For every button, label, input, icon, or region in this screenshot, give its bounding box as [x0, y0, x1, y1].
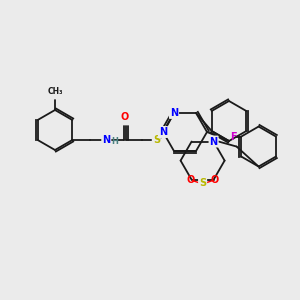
- Text: O: O: [187, 175, 195, 184]
- Text: N: N: [209, 136, 218, 146]
- Text: S: S: [153, 135, 160, 145]
- Text: S: S: [199, 178, 206, 188]
- Text: F: F: [230, 131, 237, 142]
- Text: O: O: [120, 112, 128, 122]
- Text: CH₃: CH₃: [47, 87, 63, 96]
- Text: N: N: [159, 127, 167, 137]
- Text: H: H: [111, 137, 118, 146]
- Text: O: O: [211, 175, 219, 184]
- Text: N: N: [102, 135, 110, 145]
- Text: N: N: [170, 108, 178, 118]
